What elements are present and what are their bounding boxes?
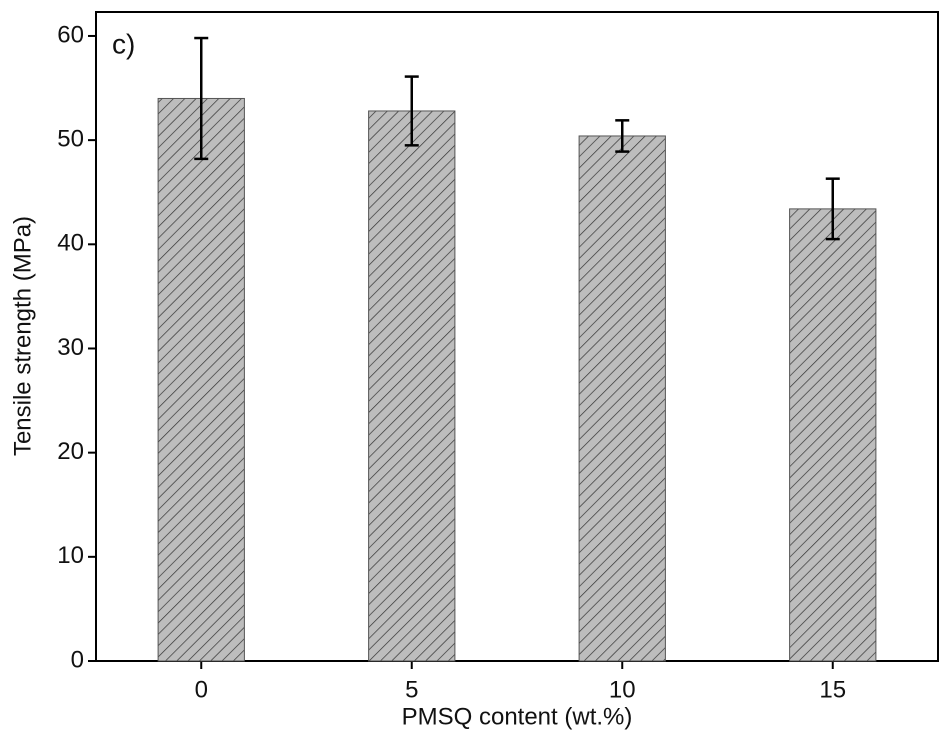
x-tick-label: 0: [195, 676, 208, 703]
bar: [157, 97, 245, 662]
y-tick-label: 40: [57, 230, 84, 257]
bar: [368, 110, 456, 662]
x-tick-label: 5: [405, 676, 418, 703]
error-bar: [615, 119, 630, 153]
x-tick-label: 10: [609, 676, 636, 703]
y-tick-label: 30: [57, 334, 84, 361]
annotation: c): [112, 28, 135, 59]
y-tick-label: 60: [57, 21, 84, 48]
error-bar: [194, 36, 209, 161]
y-tick-label: 20: [57, 438, 84, 465]
plot-frame: [95, 11, 939, 662]
error-bar: [404, 75, 419, 147]
x-tick-label: 15: [819, 676, 846, 703]
y-tick-label: 50: [57, 125, 84, 152]
y-tick-label: 10: [57, 542, 84, 569]
y-tick-label: 0: [71, 646, 84, 673]
error-bar: [825, 177, 840, 241]
bar: [789, 208, 877, 662]
bar: [578, 135, 666, 662]
y-axis-label: Tensile strength (MPa): [9, 216, 36, 456]
x-axis-label: PMSQ content (wt.%): [402, 703, 633, 730]
